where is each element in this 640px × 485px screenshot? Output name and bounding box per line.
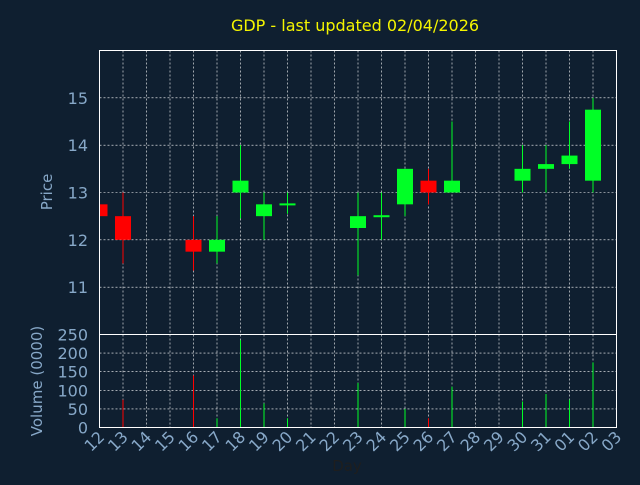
volume-panel-frame bbox=[99, 334, 617, 428]
price-tick-label: 14 bbox=[68, 136, 88, 155]
candle-body bbox=[256, 204, 272, 217]
candle-body bbox=[420, 180, 437, 193]
price-tick-label: 12 bbox=[68, 231, 88, 250]
candle-body bbox=[209, 239, 225, 252]
candle-body bbox=[232, 180, 249, 193]
price-tick-label: 15 bbox=[68, 89, 88, 108]
volume-tick-label: 150 bbox=[57, 363, 88, 382]
price-tick-labels: 11 12 13 14 15 bbox=[68, 89, 88, 297]
candle-body bbox=[373, 215, 390, 218]
chart-title: GDP - last updated 02/04/2026 bbox=[231, 16, 479, 35]
candle-body bbox=[115, 216, 131, 240]
x-axis-label: Day bbox=[332, 457, 362, 475]
candle-body bbox=[444, 180, 460, 193]
volume-axis-label: Volume (0000) bbox=[28, 326, 46, 436]
candle-body bbox=[99, 204, 108, 217]
candle-body bbox=[397, 168, 413, 205]
candle-body bbox=[538, 164, 554, 169]
volume-tick-label: 250 bbox=[57, 326, 88, 345]
candle-body bbox=[279, 203, 296, 206]
candle-body bbox=[561, 155, 578, 165]
price-tick-label: 11 bbox=[68, 278, 88, 297]
candle-body bbox=[514, 168, 531, 181]
price-tick-label: 13 bbox=[68, 184, 88, 203]
volume-tick-label: 50 bbox=[68, 400, 88, 419]
volume-bars bbox=[122, 340, 594, 428]
price-axis-label: Price bbox=[38, 174, 56, 211]
candle-body bbox=[185, 239, 202, 252]
volume-tick-label: 200 bbox=[57, 344, 88, 363]
volume-tick-label: 100 bbox=[57, 381, 88, 400]
x-tick-labels: 1213141516171819202122232425262728293031… bbox=[80, 427, 625, 455]
candle-body bbox=[585, 109, 601, 181]
volume-tick-label: 0 bbox=[78, 419, 88, 438]
candle-body bbox=[350, 216, 366, 228]
candles bbox=[99, 97, 601, 276]
